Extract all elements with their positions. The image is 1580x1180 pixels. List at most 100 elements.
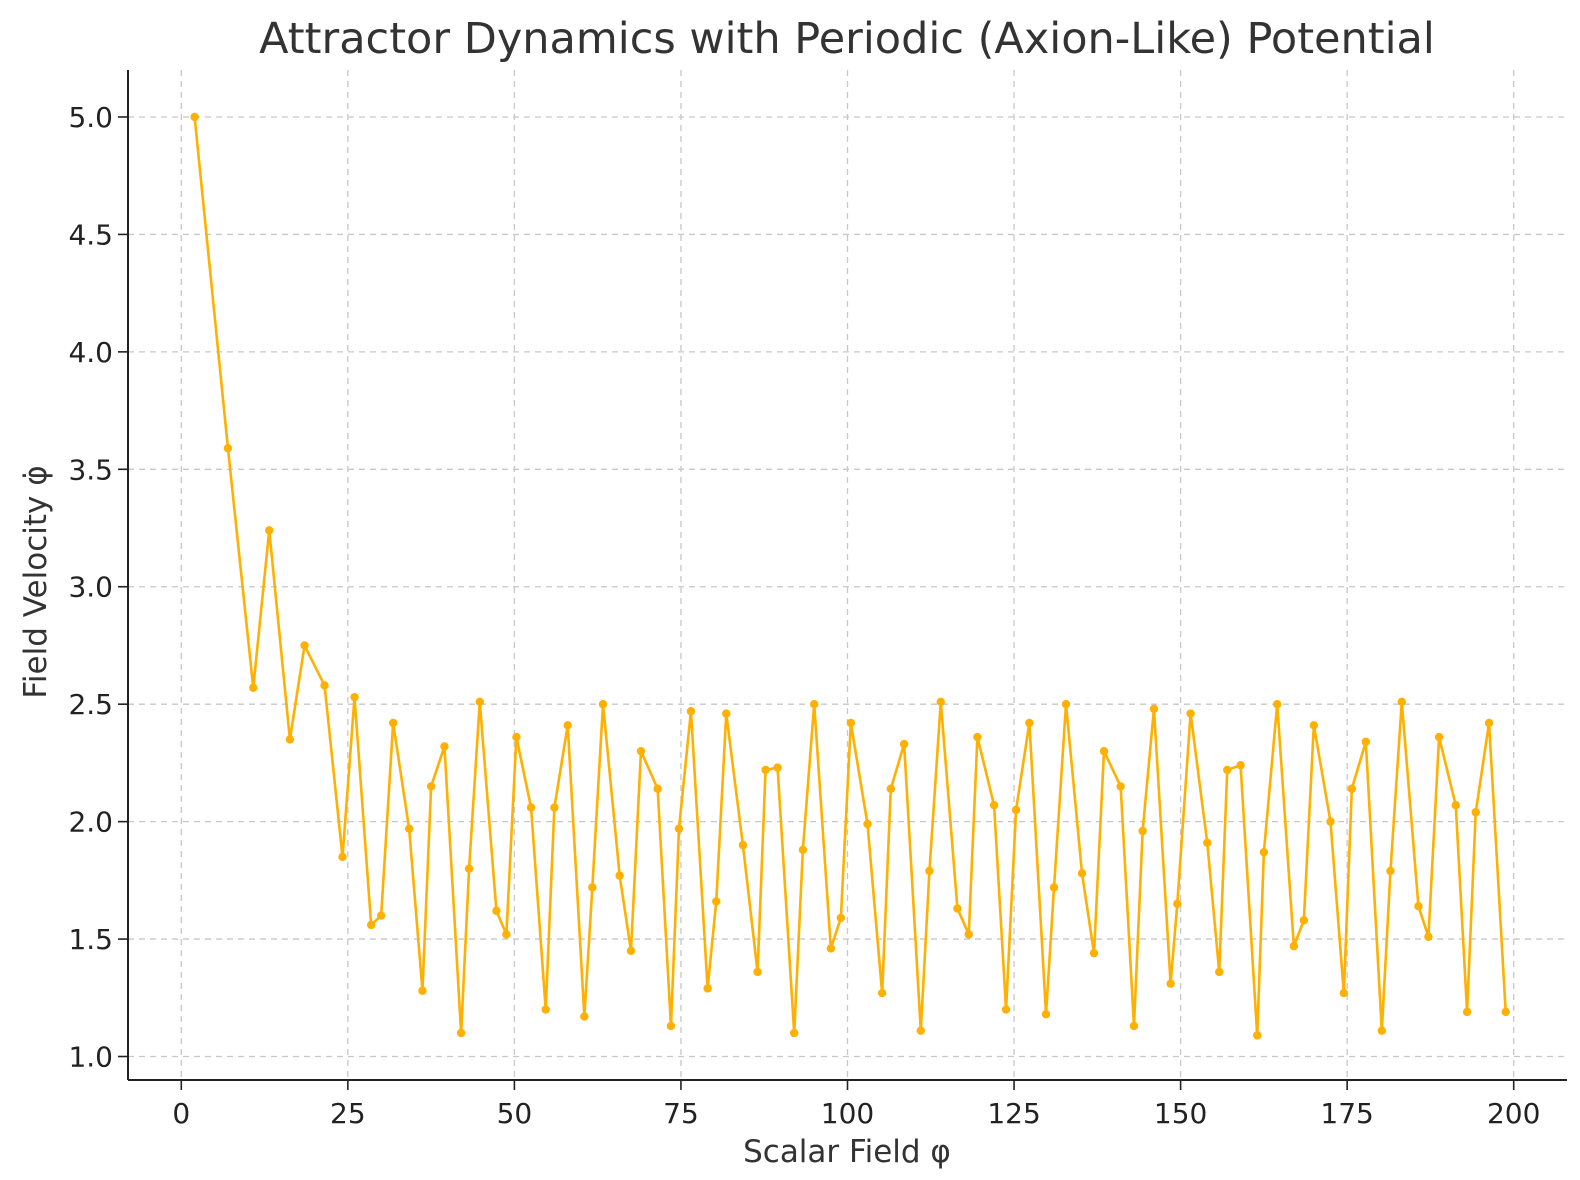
data-point [1089,948,1099,958]
data-point [588,883,597,892]
data-point [1061,699,1071,709]
data-point [826,944,836,953]
data-point [492,906,501,916]
data-point [1011,805,1021,815]
data-point [1471,808,1480,817]
data-point [512,732,521,742]
data-point [1462,1007,1472,1017]
data-point [1223,765,1232,775]
data-point [703,984,712,993]
data-point [285,735,295,744]
data-point [863,819,872,829]
data-point [790,1028,799,1038]
data-point [190,112,199,122]
data-point [1397,697,1406,707]
data-point [836,913,846,923]
data-point [773,763,782,772]
chart-title: Attractor Dynamics with Periodic (Axion-… [259,14,1435,64]
data-point [626,946,636,956]
series-layer [190,112,1510,1040]
data-point [404,824,414,833]
data-point [686,707,696,716]
data-point [1414,901,1423,911]
data-point [722,709,731,718]
data-point [1215,967,1224,977]
data-point [1001,1005,1011,1014]
data-point [1116,782,1125,791]
data-point [426,782,436,791]
data-point [526,803,536,812]
data-point [666,1021,676,1031]
data-point [1049,883,1059,892]
grid [128,70,1567,1080]
data-point [798,845,808,855]
y-tick-label: 2.0 [68,806,113,839]
data-point [350,692,359,702]
y-tick-label: 3.0 [68,571,113,604]
data-point [989,800,999,810]
data-point [964,930,973,939]
x-axis-label: Scalar Field φ [743,1134,951,1170]
data-point [753,967,762,977]
y-tick-label: 5.0 [68,101,113,134]
y-tick-label: 2.5 [68,688,113,721]
data-point [464,864,474,873]
data-point [1166,979,1175,988]
x-tick-label: 150 [1154,1097,1207,1130]
data-point [1129,1021,1139,1031]
x-tick-label: 0 [172,1097,190,1130]
data-point [925,866,934,876]
y-axis-label: Field Velocity φ̇ [18,465,54,698]
data-point [936,697,945,707]
data-point [1377,1026,1387,1035]
data-point [1253,1031,1262,1040]
data-point [1077,869,1087,878]
data-point [1138,826,1147,836]
data-point [877,988,887,998]
data-point [761,765,770,775]
x-tick-label: 125 [987,1097,1040,1130]
data-point [598,699,608,709]
data-point [1434,732,1444,742]
data-point [541,1005,550,1014]
data-point [1309,721,1319,730]
data-point [886,784,895,793]
data-point [846,718,856,728]
data-point [1273,699,1282,709]
data-point [1501,1007,1510,1017]
data-point [249,683,258,692]
data-point [300,641,309,650]
data-point [1347,784,1357,793]
x-tick-label: 175 [1320,1097,1373,1130]
data-point [388,718,398,728]
y-tick-label: 1.5 [68,923,113,956]
data-point [338,852,347,862]
data-point [1326,817,1335,826]
data-point [1451,800,1460,810]
data-point [712,897,721,906]
data-point [973,732,982,742]
data-point [916,1026,925,1035]
data-point [550,803,559,812]
data-point [366,920,376,930]
data-point [1424,932,1433,941]
data-point [1186,709,1195,718]
data-point [1041,1010,1051,1019]
data-point [1484,718,1494,728]
x-tick-label: 100 [821,1097,874,1130]
data-point [674,824,684,833]
data-point [1289,941,1299,951]
data-point [320,681,329,690]
y-tick-label: 4.0 [68,336,113,369]
data-point [580,1012,589,1021]
data-point [223,443,233,453]
data-point [1259,847,1269,857]
data-point [636,746,646,756]
data-point [376,911,386,920]
data-point [809,699,819,709]
data-point [1339,988,1349,998]
data-point [440,742,449,751]
x-tick-label: 50 [497,1097,533,1130]
data-point [653,784,662,793]
